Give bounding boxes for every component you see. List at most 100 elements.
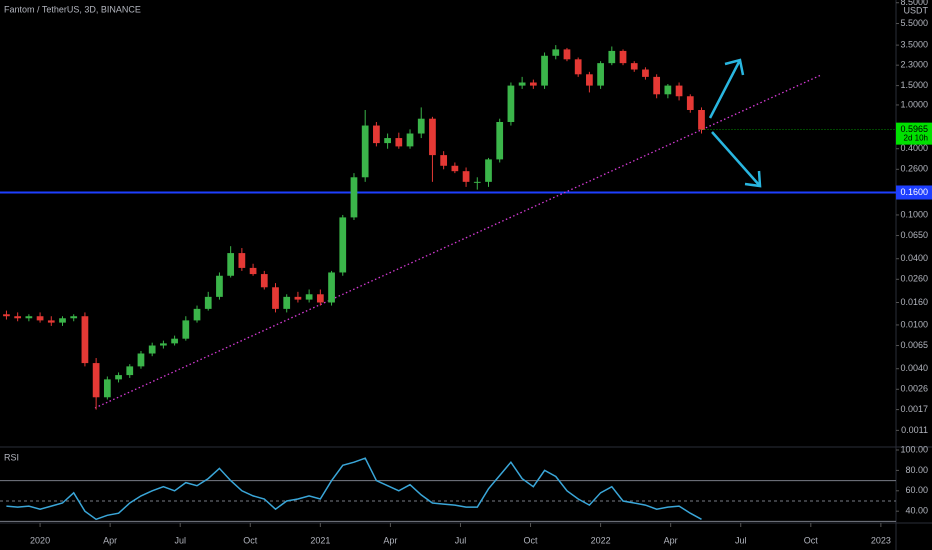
y-tick-label: 0.0011	[901, 425, 928, 435]
rsi-y-tick-label: 80.00	[905, 465, 928, 475]
candle-body	[361, 125, 369, 178]
y-tick-label: 8.5000	[900, 0, 928, 7]
x-tick-label: 2023	[871, 535, 891, 545]
rsi-y-tick-label: 60.00	[905, 485, 928, 495]
candle-body	[406, 133, 414, 147]
y-tick-label: 0.0650	[900, 230, 928, 240]
candle-body	[350, 177, 358, 218]
candle-body	[552, 49, 560, 56]
candle-body	[25, 316, 33, 319]
last-price-label: 0.5965	[900, 124, 928, 134]
candle-body	[272, 287, 279, 309]
candle-body	[81, 316, 89, 364]
candle-body	[126, 366, 134, 376]
rsi-y-tick-label: 40.00	[905, 506, 928, 516]
chart-title: Fantom / TetherUS, 3D, BINANCE	[4, 4, 141, 14]
candle-body	[462, 171, 470, 182]
y-tick-label: 0.0160	[900, 297, 928, 307]
countdown-label: 2d 10h	[904, 134, 928, 143]
candle-body	[294, 296, 302, 300]
candle-body	[384, 138, 391, 144]
y-tick-label: 0.0100	[900, 319, 928, 329]
candle-body	[485, 159, 492, 182]
candle-body	[249, 267, 257, 275]
x-tick-label: Jul	[735, 535, 747, 545]
candle-body	[316, 294, 324, 303]
candle-body	[92, 363, 100, 398]
candle-body	[574, 59, 582, 75]
unit-label: USDT	[904, 5, 929, 15]
candle-body	[148, 345, 156, 354]
y-tick-label: 1.5000	[900, 80, 928, 90]
candle-body	[664, 85, 672, 95]
candle-body	[227, 253, 235, 276]
candle-body	[238, 253, 246, 268]
candle-body	[563, 49, 571, 60]
level-tag	[896, 185, 932, 200]
y-tick-label: 0.0017	[900, 404, 928, 414]
candle-body	[328, 272, 335, 303]
x-tick-label: Jul	[455, 535, 467, 545]
candle-body	[417, 118, 425, 134]
y-tick-label: 1.0000	[900, 99, 928, 109]
y-tick-label: 0.0400	[900, 253, 928, 263]
candle-body	[451, 165, 459, 172]
candle-body	[216, 275, 223, 297]
candle-body	[597, 63, 604, 86]
candle-body	[103, 379, 111, 398]
candle-body	[260, 274, 268, 288]
candle-body	[70, 316, 78, 319]
candle-body	[608, 50, 616, 64]
candle-body	[47, 320, 55, 323]
y-tick-label: 0.1000	[900, 209, 928, 219]
candle-body	[429, 118, 436, 156]
x-tick-label: 2021	[310, 535, 330, 545]
y-tick-label: 0.0026	[900, 384, 928, 394]
candle-body	[642, 69, 649, 77]
y-tick-label: 0.0065	[900, 340, 928, 350]
last-price-tag	[896, 122, 932, 145]
trendline	[94, 74, 822, 409]
candle-body	[496, 121, 504, 160]
x-tick-label: Oct	[804, 535, 819, 545]
candle-body	[193, 308, 201, 321]
candle-body	[305, 294, 313, 300]
candle-body	[586, 74, 593, 86]
arrow-down	[711, 131, 761, 187]
x-tick-label: 2020	[30, 535, 50, 545]
candle-body	[59, 318, 66, 323]
candle-body	[373, 125, 380, 144]
rsi-title: RSI	[4, 452, 19, 462]
y-tick-label: 0.0260	[900, 274, 928, 284]
x-tick-label: Apr	[103, 535, 117, 545]
candle-body	[115, 375, 122, 380]
candle-body	[395, 138, 403, 147]
candle-body	[518, 82, 526, 86]
y-tick-label: 0.4000	[900, 143, 928, 153]
arrow-up	[708, 59, 742, 119]
arrow-up-head	[724, 58, 745, 76]
y-tick-label: 3.5000	[900, 39, 928, 49]
candle-body	[507, 85, 515, 122]
y-tick-label: 0.0040	[900, 363, 928, 373]
candle-body	[686, 96, 694, 110]
y-tick-label: 5.5000	[900, 18, 928, 28]
x-tick-label: Oct	[243, 535, 258, 545]
candle-body	[137, 353, 145, 367]
rsi-line	[6, 457, 702, 521]
candle-body	[160, 343, 167, 346]
x-tick-label: 2022	[591, 535, 611, 545]
candle-body	[675, 85, 683, 97]
candle-body	[14, 316, 22, 319]
candle-body	[3, 314, 10, 317]
rsi-y-tick-label: 100.00	[900, 444, 928, 454]
arrows	[708, 58, 762, 188]
candle-body	[529, 82, 537, 86]
y-tick-label: 2.3000	[900, 60, 928, 70]
candle-body	[653, 76, 661, 95]
candle-body	[541, 55, 548, 86]
candle-body	[339, 217, 347, 273]
x-tick-label: Oct	[524, 535, 539, 545]
x-tick-label: Apr	[664, 535, 678, 545]
